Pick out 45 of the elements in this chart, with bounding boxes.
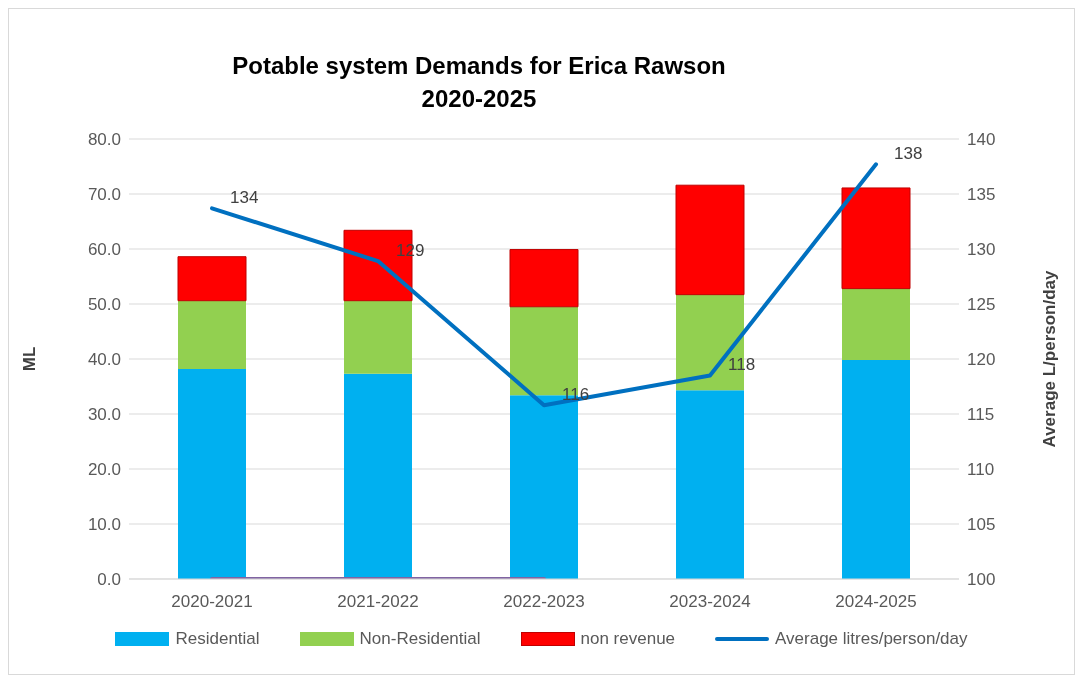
bar [675, 184, 745, 296]
bar [178, 300, 246, 369]
y2-tick-label: 100 [967, 570, 996, 590]
y2-tick-label: 110 [967, 460, 995, 480]
x-tick-label: 2020-2021 [171, 592, 253, 612]
y-tick-label: 80.0 [87, 130, 121, 150]
y2-tick-label: 120 [967, 350, 996, 370]
x-tick-label: 2023-2024 [669, 592, 751, 612]
line-series [210, 162, 878, 408]
legend-label: Residential [175, 629, 260, 649]
bar [842, 360, 910, 579]
x-tick-label: 2021-2022 [337, 592, 419, 612]
x-tick-label: 2024-2025 [835, 592, 917, 612]
y-tick-label: 30.0 [87, 405, 121, 425]
bar [509, 249, 579, 308]
data-label: 134 [230, 187, 259, 207]
legend-label: Non-Residential [359, 629, 481, 649]
x-tick-label: 2022-2023 [503, 592, 585, 612]
y2-tick-label: 125 [967, 295, 996, 315]
data-label: 138 [894, 143, 923, 163]
bar [344, 300, 412, 374]
chart-title: Potable system Demands for Erica Rawson 2020-2025 [231, 51, 727, 114]
y2-tick-label: 130 [967, 240, 996, 260]
y-tick-label: 50.0 [87, 295, 121, 315]
y-tick-label: 10.0 [87, 515, 121, 535]
y2-tick-label: 135 [967, 185, 996, 205]
y2-tick-label: 115 [967, 405, 995, 425]
y-tick-label: 20.0 [87, 460, 121, 480]
data-label: 116 [562, 384, 590, 404]
y2-tick-label: 140 [967, 130, 996, 150]
legend-label: Average litres/person/day [775, 629, 968, 649]
bar [178, 368, 246, 579]
y2-tick-label: 105 [967, 515, 996, 535]
bar [841, 187, 911, 290]
bar [177, 256, 247, 302]
y-axis-title: ML [20, 346, 40, 372]
y-tick-label: 0.0 [97, 570, 121, 590]
bar [344, 373, 412, 579]
legend-label: non revenue [580, 629, 676, 649]
y-tick-label: 60.0 [87, 240, 121, 260]
y-tick-label: 40.0 [87, 350, 121, 370]
y2-axis-title: Average L/person/day [1040, 269, 1060, 448]
bar [842, 288, 910, 361]
y-tick-label: 70.0 [87, 185, 121, 205]
bar [676, 390, 744, 579]
